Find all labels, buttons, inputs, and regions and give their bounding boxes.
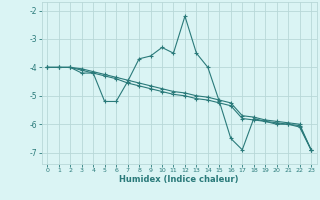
X-axis label: Humidex (Indice chaleur): Humidex (Indice chaleur) <box>119 175 239 184</box>
